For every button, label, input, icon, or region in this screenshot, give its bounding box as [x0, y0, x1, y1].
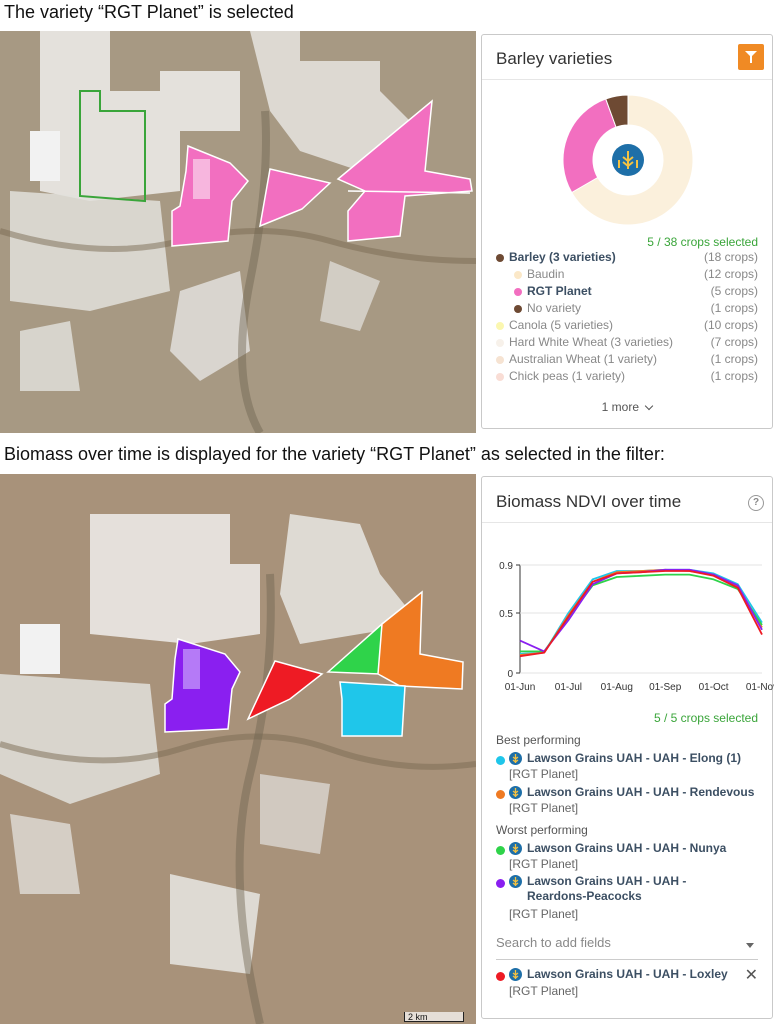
legend-count: (1 crops) — [710, 301, 758, 315]
wheat-icon — [509, 752, 522, 765]
legend-label: Barley (3 varieties) — [509, 250, 616, 264]
legend-count: (5 crops) — [710, 284, 758, 298]
legend-count: (7 crops) — [710, 335, 758, 349]
legend-dot — [496, 322, 504, 330]
legend-item[interactable]: Baudin (12 crops) — [496, 267, 758, 284]
more-button[interactable]: 1 more — [482, 400, 772, 414]
legend-label: Baudin — [527, 267, 565, 281]
field-variety: [RGT Planet] — [509, 907, 579, 921]
wheat-icon — [509, 842, 522, 855]
donut-slice — [562, 98, 617, 194]
legend-item[interactable]: Chick peas (1 variety) (1 crops) — [496, 369, 758, 386]
map-bottom[interactable] — [0, 474, 476, 1024]
x-tick-label: 01-Oct — [699, 682, 729, 693]
legend-label: Canola (5 varieties) — [509, 318, 614, 332]
y-tick-label: 0 — [507, 669, 513, 680]
field-name: Lawson Grains UAH - UAH - Loxley — [527, 967, 728, 981]
field-color-dot — [496, 756, 505, 765]
panel-divider — [482, 522, 772, 523]
legend-label: Hard White Wheat (3 varieties) — [509, 335, 674, 349]
wheat-icon — [509, 786, 522, 799]
legend-count: (18 crops) — [703, 250, 758, 264]
x-tick-label: 01-Jun — [505, 682, 536, 693]
field-color-dot — [496, 879, 505, 888]
field-color-dot — [496, 790, 505, 799]
panel-title: Barley varieties — [496, 49, 613, 68]
series-line — [519, 570, 763, 658]
legend-item[interactable]: RGT Planet (5 crops) — [496, 284, 758, 301]
legend-dot — [496, 356, 504, 364]
field-name: Lawson Grains UAH - UAH - Rendevous — [527, 785, 755, 799]
x-tick-label: 01-Nov — [746, 682, 774, 693]
legend-item[interactable]: Barley (3 varieties) (18 crops) — [496, 250, 758, 267]
dropdown-caret-icon[interactable] — [746, 943, 754, 948]
legend-count: (12 crops) — [703, 267, 758, 281]
selected-count: 5 / 5 crops selected — [653, 711, 758, 725]
field-variety: [RGT Planet] — [509, 857, 579, 871]
legend-dot — [496, 339, 504, 347]
field-variety: [RGT Planet] — [509, 984, 579, 998]
best-performing-label: Best performing — [496, 733, 581, 747]
help-icon[interactable]: ? — [748, 495, 764, 511]
field-color-dot — [496, 846, 505, 855]
more-label: 1 more — [601, 400, 639, 414]
field-variety: [RGT Planet] — [509, 767, 579, 781]
worst-performing-label: Worst performing — [496, 823, 588, 837]
wheat-icon-glyph — [618, 151, 638, 169]
legend-dot — [496, 373, 504, 381]
caption-bottom: Biomass over time is displayed for the v… — [4, 444, 665, 464]
x-tick-label: 01-Aug — [601, 682, 633, 693]
donut-slice — [605, 94, 629, 128]
legend-dot — [514, 288, 522, 296]
search-placeholder: Search to add fields — [496, 935, 611, 950]
legend-label: No variety — [527, 301, 582, 315]
field-variety: [RGT Planet] — [509, 801, 579, 815]
donut-slice — [571, 94, 694, 226]
legend-dot — [514, 305, 522, 313]
legend-dot — [496, 254, 504, 262]
y-tick-label: 0.5 — [499, 609, 513, 620]
close-icon[interactable]: ✕ — [744, 967, 758, 984]
map-scale-bar: 2 km — [404, 1012, 464, 1022]
wheat-icon — [509, 875, 522, 888]
legend-item[interactable]: No variety (1 crops) — [496, 301, 758, 318]
legend-item[interactable]: Canola (5 varieties) (10 crops) — [496, 318, 758, 335]
field-color-dot — [496, 972, 505, 981]
map-top[interactable] — [0, 31, 476, 433]
field-name: Lawson Grains UAH - UAH - Nunya — [527, 841, 727, 855]
legend-count: (10 crops) — [703, 318, 758, 332]
chevron-down-icon — [645, 401, 654, 411]
x-tick-label: 01-Sep — [649, 682, 682, 693]
filter-button[interactable] — [738, 44, 764, 70]
x-tick-label: 01-Jul — [555, 682, 582, 693]
field-search-input[interactable]: Search to add fields — [496, 935, 758, 960]
field-name: Lawson Grains UAH - UAH - Reardons-Peaco… — [527, 874, 687, 903]
y-tick-label: 0.9 — [499, 561, 513, 572]
legend-dot — [514, 271, 522, 279]
legend-label: RGT Planet — [527, 284, 592, 298]
panel-divider — [482, 79, 772, 80]
ndvi-line-chart[interactable]: 0 0.5 0.9 01-Jun 01-Jul 01-Aug 01-Sep 01-Oct 01-… — [482, 555, 774, 705]
legend-count: (1 crops) — [710, 352, 758, 366]
barley-varieties-panel: Barley varieties 5 / 38 crops selected B… — [481, 34, 773, 429]
legend-item[interactable]: Hard White Wheat (3 varieties) (7 crops) — [496, 335, 758, 352]
legend-count: (1 crops) — [710, 369, 758, 383]
panel-title: Biomass NDVI over time — [496, 492, 682, 511]
biomass-panel: Biomass NDVI over time ? 0 0.5 0.9 01-Jun 01… — [481, 476, 774, 1019]
field-name: Lawson Grains UAH - UAH - Elong (1) — [527, 751, 742, 765]
legend-label: Australian Wheat (1 variety) — [509, 352, 658, 366]
legend-item[interactable]: Australian Wheat (1 variety) (1 crops) — [496, 352, 758, 369]
caption-top: The variety “RGT Planet” is selected — [4, 2, 294, 22]
selected-count: 5 / 38 crops selected — [647, 235, 758, 249]
filter-icon — [745, 51, 757, 63]
wheat-icon — [509, 968, 522, 981]
variety-donut-chart[interactable] — [482, 85, 774, 235]
legend-label: Chick peas (1 variety) — [509, 369, 626, 383]
